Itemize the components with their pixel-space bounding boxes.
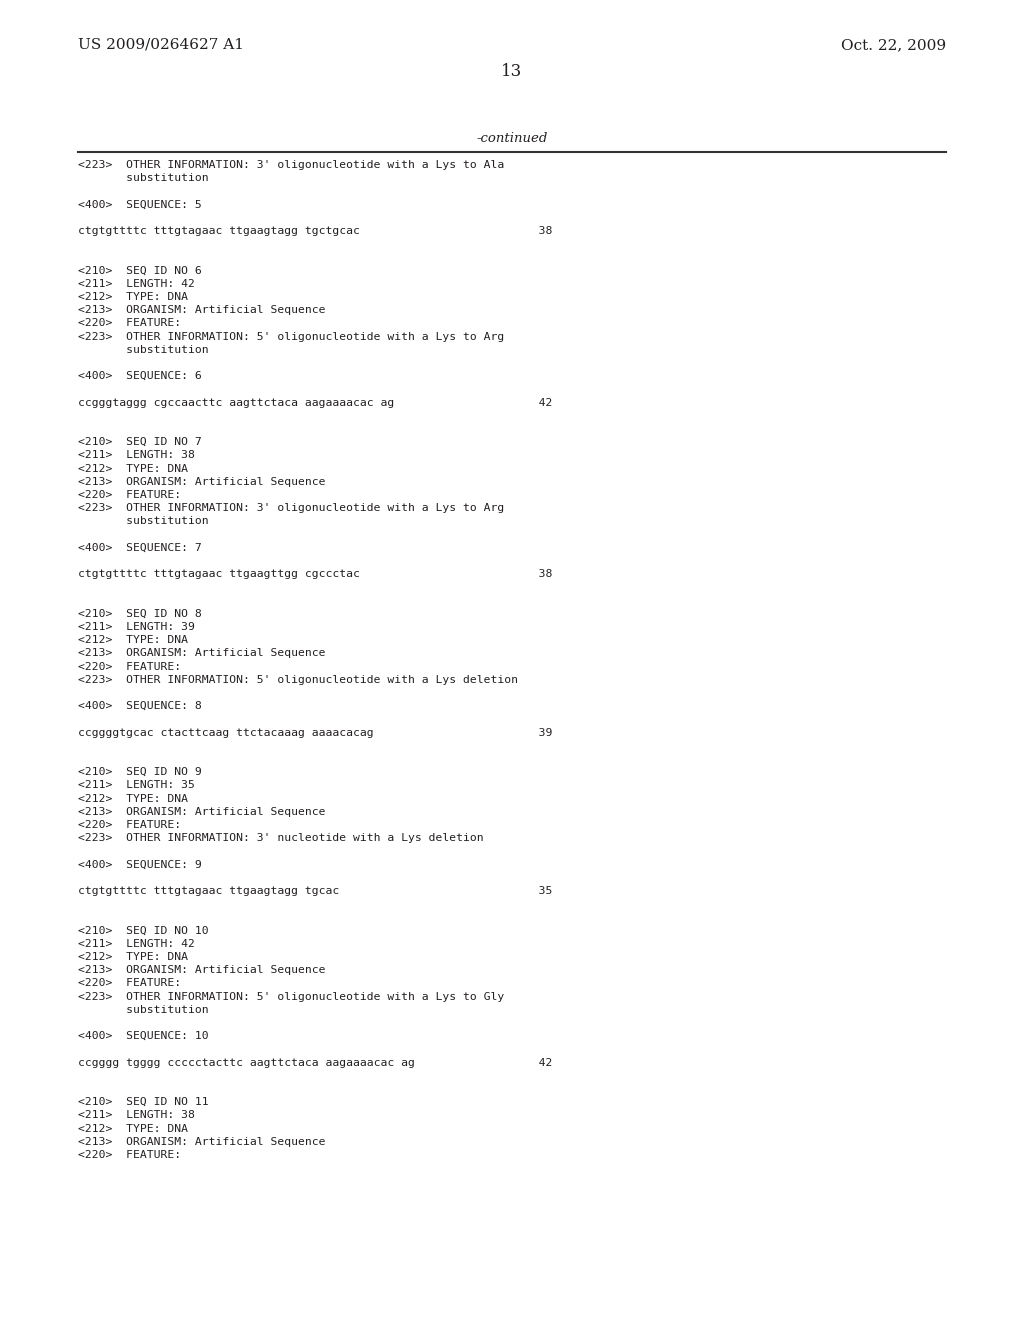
Text: <210>  SEQ ID NO 10: <210> SEQ ID NO 10 bbox=[78, 925, 209, 936]
Text: <211>  LENGTH: 42: <211> LENGTH: 42 bbox=[78, 939, 195, 949]
Text: <220>  FEATURE:: <220> FEATURE: bbox=[78, 490, 181, 500]
Text: ctgtgttttc tttgtagaac ttgaagtagg tgcac                             35: ctgtgttttc tttgtagaac ttgaagtagg tgcac 3… bbox=[78, 886, 552, 896]
Text: <210>  SEQ ID NO 9: <210> SEQ ID NO 9 bbox=[78, 767, 202, 777]
Text: <211>  LENGTH: 38: <211> LENGTH: 38 bbox=[78, 1110, 195, 1121]
Text: ccgggg tgggg ccccctacttc aagttctaca aagaaaacac ag                  42: ccgggg tgggg ccccctacttc aagttctaca aaga… bbox=[78, 1057, 552, 1068]
Text: <212>  TYPE: DNA: <212> TYPE: DNA bbox=[78, 1123, 188, 1134]
Text: <400>  SEQUENCE: 7: <400> SEQUENCE: 7 bbox=[78, 543, 202, 553]
Text: <211>  LENGTH: 42: <211> LENGTH: 42 bbox=[78, 279, 195, 289]
Text: US 2009/0264627 A1: US 2009/0264627 A1 bbox=[78, 38, 244, 51]
Text: <213>  ORGANISM: Artificial Sequence: <213> ORGANISM: Artificial Sequence bbox=[78, 477, 326, 487]
Text: <212>  TYPE: DNA: <212> TYPE: DNA bbox=[78, 793, 188, 804]
Text: <212>  TYPE: DNA: <212> TYPE: DNA bbox=[78, 463, 188, 474]
Text: <213>  ORGANISM: Artificial Sequence: <213> ORGANISM: Artificial Sequence bbox=[78, 305, 326, 315]
Text: substitution: substitution bbox=[78, 1005, 209, 1015]
Text: <213>  ORGANISM: Artificial Sequence: <213> ORGANISM: Artificial Sequence bbox=[78, 1137, 326, 1147]
Text: <220>  FEATURE:: <220> FEATURE: bbox=[78, 820, 181, 830]
Text: ctgtgttttc tttgtagaac ttgaagttgg cgccctac                          38: ctgtgttttc tttgtagaac ttgaagttgg cgcccta… bbox=[78, 569, 552, 579]
Text: <223>  OTHER INFORMATION: 3' oligonucleotide with a Lys to Arg: <223> OTHER INFORMATION: 3' oligonucleot… bbox=[78, 503, 504, 513]
Text: -continued: -continued bbox=[476, 132, 548, 144]
Text: <220>  FEATURE:: <220> FEATURE: bbox=[78, 318, 181, 329]
Text: <210>  SEQ ID NO 7: <210> SEQ ID NO 7 bbox=[78, 437, 202, 447]
Text: <213>  ORGANISM: Artificial Sequence: <213> ORGANISM: Artificial Sequence bbox=[78, 965, 326, 975]
Text: <210>  SEQ ID NO 6: <210> SEQ ID NO 6 bbox=[78, 265, 202, 276]
Text: Oct. 22, 2009: Oct. 22, 2009 bbox=[841, 38, 946, 51]
Text: <211>  LENGTH: 39: <211> LENGTH: 39 bbox=[78, 622, 195, 632]
Text: <213>  ORGANISM: Artificial Sequence: <213> ORGANISM: Artificial Sequence bbox=[78, 807, 326, 817]
Text: <400>  SEQUENCE: 5: <400> SEQUENCE: 5 bbox=[78, 199, 202, 210]
Text: <220>  FEATURE:: <220> FEATURE: bbox=[78, 978, 181, 989]
Text: <400>  SEQUENCE: 8: <400> SEQUENCE: 8 bbox=[78, 701, 202, 711]
Text: <220>  FEATURE:: <220> FEATURE: bbox=[78, 661, 181, 672]
Text: <223>  OTHER INFORMATION: 5' oligonucleotide with a Lys to Arg: <223> OTHER INFORMATION: 5' oligonucleot… bbox=[78, 331, 504, 342]
Text: <223>  OTHER INFORMATION: 5' oligonucleotide with a Lys deletion: <223> OTHER INFORMATION: 5' oligonucleot… bbox=[78, 675, 518, 685]
Text: <212>  TYPE: DNA: <212> TYPE: DNA bbox=[78, 292, 188, 302]
Text: substitution: substitution bbox=[78, 345, 209, 355]
Text: <223>  OTHER INFORMATION: 3' oligonucleotide with a Lys to Ala: <223> OTHER INFORMATION: 3' oligonucleot… bbox=[78, 160, 504, 170]
Text: ctgtgttttc tttgtagaac ttgaagtagg tgctgcac                          38: ctgtgttttc tttgtagaac ttgaagtagg tgctgca… bbox=[78, 226, 552, 236]
Text: <210>  SEQ ID NO 11: <210> SEQ ID NO 11 bbox=[78, 1097, 209, 1107]
Text: <213>  ORGANISM: Artificial Sequence: <213> ORGANISM: Artificial Sequence bbox=[78, 648, 326, 659]
Text: substitution: substitution bbox=[78, 173, 209, 183]
Text: <212>  TYPE: DNA: <212> TYPE: DNA bbox=[78, 635, 188, 645]
Text: <223>  OTHER INFORMATION: 5' oligonucleotide with a Lys to Gly: <223> OTHER INFORMATION: 5' oligonucleot… bbox=[78, 991, 504, 1002]
Text: <220>  FEATURE:: <220> FEATURE: bbox=[78, 1150, 181, 1160]
Text: <400>  SEQUENCE: 9: <400> SEQUENCE: 9 bbox=[78, 859, 202, 870]
Text: 13: 13 bbox=[502, 63, 522, 81]
Text: <223>  OTHER INFORMATION: 3' nucleotide with a Lys deletion: <223> OTHER INFORMATION: 3' nucleotide w… bbox=[78, 833, 483, 843]
Text: <400>  SEQUENCE: 6: <400> SEQUENCE: 6 bbox=[78, 371, 202, 381]
Text: <212>  TYPE: DNA: <212> TYPE: DNA bbox=[78, 952, 188, 962]
Text: <210>  SEQ ID NO 8: <210> SEQ ID NO 8 bbox=[78, 609, 202, 619]
Text: <211>  LENGTH: 35: <211> LENGTH: 35 bbox=[78, 780, 195, 791]
Text: ccggggtgcac ctacttcaag ttctacaaag aaaacacag                        39: ccggggtgcac ctacttcaag ttctacaaag aaaaca… bbox=[78, 727, 552, 738]
Text: <211>  LENGTH: 38: <211> LENGTH: 38 bbox=[78, 450, 195, 461]
Text: <400>  SEQUENCE: 10: <400> SEQUENCE: 10 bbox=[78, 1031, 209, 1041]
Text: ccgggtaggg cgccaacttc aagttctaca aagaaaacac ag                     42: ccgggtaggg cgccaacttc aagttctaca aagaaaa… bbox=[78, 397, 552, 408]
Text: substitution: substitution bbox=[78, 516, 209, 527]
